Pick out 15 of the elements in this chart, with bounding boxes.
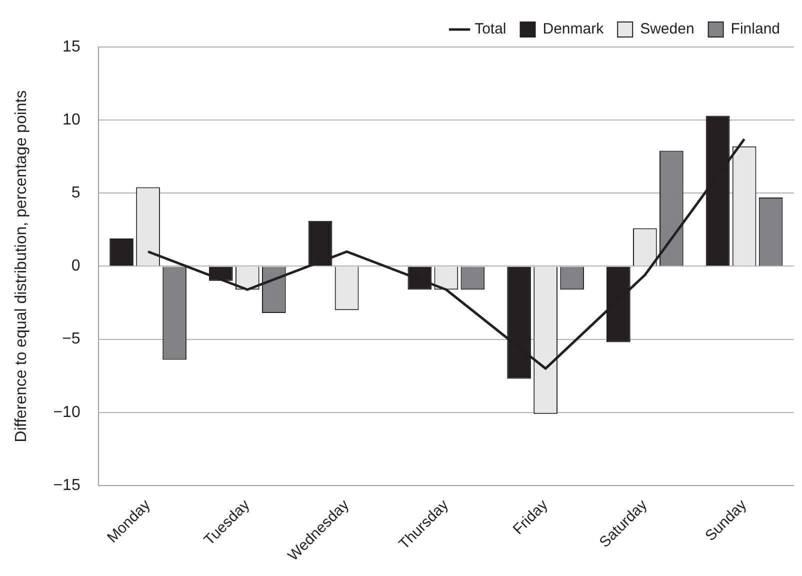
y-tick-label: 10	[62, 111, 80, 128]
bar	[308, 220, 332, 266]
y-tick-label: −15	[53, 476, 80, 494]
legend-label: Sweden	[640, 20, 694, 38]
legend-label: Total	[474, 20, 506, 38]
bar	[606, 266, 630, 342]
y-tick-label: 5	[71, 184, 80, 202]
legend-label: Finland	[730, 20, 780, 38]
y-tick-label: −5	[62, 330, 80, 348]
y-tick-label: −10	[53, 404, 80, 421]
y-tick-label: 0	[71, 258, 80, 275]
legend-label: Denmark	[542, 20, 604, 38]
y-axis-title: Difference to equal distribution, percentage points	[13, 90, 30, 442]
y-tick-label: 15	[62, 38, 80, 56]
bar	[110, 238, 134, 266]
